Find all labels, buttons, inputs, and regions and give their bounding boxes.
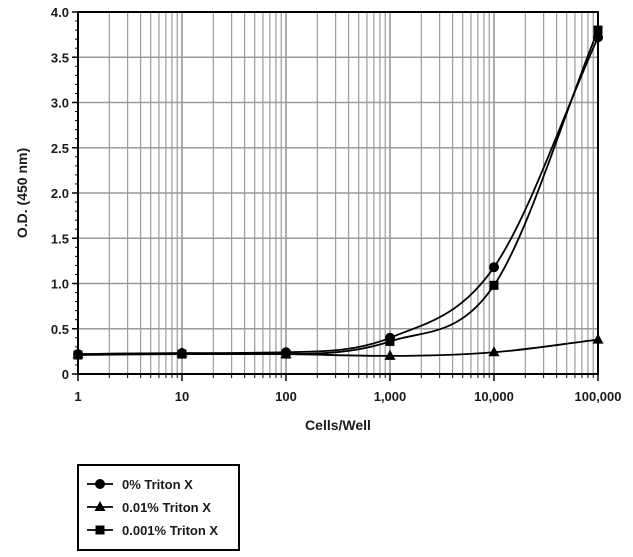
legend: 0% Triton X 0.01% Triton X 0.001% Triton X: [77, 464, 240, 551]
y-tick-label: 1.0: [51, 277, 69, 292]
data-point-triangle: [384, 349, 396, 360]
y-tick-label: 2.0: [51, 186, 69, 201]
data-point-square: [177, 349, 187, 359]
x-tick-label: 100,000: [575, 389, 622, 404]
series-line-circle: [77, 36, 599, 355]
y-tick-label: 3.0: [51, 96, 69, 111]
x-tick-label: 10,000: [474, 389, 514, 404]
x-tick-label: 10: [175, 389, 189, 404]
legend-label: 0% Triton X: [122, 477, 193, 492]
y-tick-label: 1.5: [51, 231, 69, 246]
data-point-square: [489, 280, 499, 290]
y-tick-label: 0.5: [51, 322, 69, 337]
legend-marker-triangle: [94, 501, 106, 511]
series-line-triangle: [77, 338, 599, 357]
legend-marker-circle: [95, 479, 105, 489]
y-tick-label: 3.5: [51, 50, 69, 65]
data-point-square: [385, 336, 395, 346]
legend-label: 0.001% Triton X: [122, 523, 218, 538]
y-axis-title: O.D. (450 nm): [14, 148, 30, 238]
data-point-triangle: [592, 333, 604, 344]
legend-box: [77, 464, 240, 551]
legend-label: 0.01% Triton X: [122, 500, 211, 515]
y-tick-label: 4.0: [51, 5, 69, 20]
x-tick-label: 1: [74, 389, 81, 404]
data-point-square: [593, 25, 603, 35]
y-tick-label: 0: [62, 367, 69, 382]
y-tick-label: 2.5: [51, 141, 69, 156]
series-markers: [72, 25, 604, 360]
grid: [77, 11, 599, 375]
axis-ticks: 1 10 100 1,000 10,000 100,000 0 0.5 1.0 1.5 2.0 2.5…: [51, 5, 622, 404]
x-tick-label: 1,000: [374, 389, 407, 404]
legend-marker-square: [95, 525, 105, 535]
data-point-triangle: [488, 346, 500, 357]
data-point-square: [73, 350, 83, 360]
data-point-square: [281, 349, 291, 359]
data-point-circle: [593, 32, 603, 43]
x-tick-label: 100: [275, 389, 297, 404]
x-axis-title: Cells/Well: [305, 417, 371, 433]
data-point-circle: [489, 262, 499, 273]
